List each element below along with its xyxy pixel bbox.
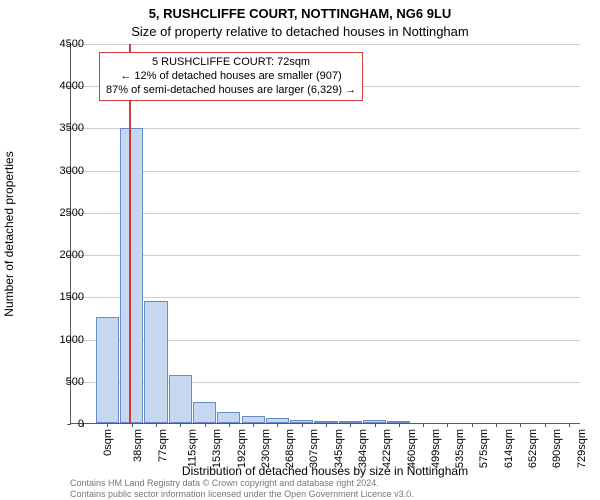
xtick-mark: [520, 423, 521, 427]
xtick-label: 115sqm: [186, 429, 198, 467]
xtick-mark: [423, 423, 424, 427]
chart-title-line1: 5, RUSHCLIFFE COURT, NOTTINGHAM, NG6 9LU: [0, 6, 600, 21]
xtick-mark: [399, 423, 400, 427]
gridline: [71, 171, 580, 172]
ytick-label: 4500: [60, 38, 84, 50]
xtick-mark: [447, 423, 448, 427]
xtick-mark: [496, 423, 497, 427]
bar: [217, 412, 240, 423]
xtick-mark: [375, 423, 376, 427]
gridline: [71, 44, 580, 45]
xtick-label: 384sqm: [357, 429, 369, 468]
xtick-mark: [229, 423, 230, 427]
gridline: [71, 255, 580, 256]
ytick-label: 2500: [60, 207, 84, 219]
x-axis-label: Distribution of detached houses by size …: [70, 464, 580, 478]
xtick-mark: [302, 423, 303, 427]
xtick-label: 77sqm: [157, 429, 169, 462]
xtick-label: 345sqm: [333, 429, 345, 468]
xtick-label: 38sqm: [132, 429, 144, 462]
xtick-mark: [569, 423, 570, 427]
ytick-label: 4000: [60, 80, 84, 92]
y-axis-label: Number of detached properties: [2, 44, 22, 424]
bar: [144, 301, 167, 423]
gridline: [71, 128, 580, 129]
footer-line2: Contains public sector information licen…: [70, 489, 414, 499]
xtick-label: 230sqm: [260, 429, 272, 468]
annotation-line2: ← 12% of detached houses are smaller (90…: [106, 70, 356, 84]
bar: [96, 317, 119, 423]
xtick-label: 422sqm: [381, 429, 393, 468]
xtick-mark: [277, 423, 278, 427]
xtick-mark: [326, 423, 327, 427]
xtick-label: 0sqm: [102, 429, 114, 456]
bar: [193, 402, 216, 423]
ytick-label: 0: [78, 418, 84, 430]
bar: [169, 375, 192, 423]
footer-attribution: Contains HM Land Registry data © Crown c…: [70, 478, 414, 499]
plot-area: 0sqm38sqm77sqm115sqm153sqm192sqm230sqm26…: [70, 44, 580, 424]
xtick-mark: [253, 423, 254, 427]
xtick-mark: [156, 423, 157, 427]
bar: [242, 416, 265, 423]
xtick-label: 729sqm: [576, 429, 588, 468]
ytick-label: 3500: [60, 122, 84, 134]
xtick-mark: [180, 423, 181, 427]
ytick-label: 1500: [60, 291, 84, 303]
xtick-mark: [472, 423, 473, 427]
xtick-label: 652sqm: [527, 429, 539, 468]
gridline: [71, 213, 580, 214]
chart-title-line2: Size of property relative to detached ho…: [0, 24, 600, 39]
xtick-label: 307sqm: [309, 429, 321, 468]
xtick-mark: [205, 423, 206, 427]
footer-line1: Contains HM Land Registry data © Crown c…: [70, 478, 414, 488]
xtick-label: 575sqm: [479, 429, 491, 468]
ytick-label: 2000: [60, 249, 84, 261]
ytick-mark: [67, 424, 71, 425]
xtick-mark: [107, 423, 108, 427]
gridline: [71, 297, 580, 298]
chart-container: 5, RUSHCLIFFE COURT, NOTTINGHAM, NG6 9LU…: [0, 0, 600, 500]
xtick-mark: [350, 423, 351, 427]
xtick-label: 460sqm: [406, 429, 418, 468]
xtick-label: 614sqm: [503, 429, 515, 468]
xtick-label: 192sqm: [236, 429, 248, 468]
annotation-line3: 87% of semi-detached houses are larger (…: [106, 84, 356, 98]
ytick-label: 3000: [60, 165, 84, 177]
annotation-box: 5 RUSHCLIFFE COURT: 72sqm ← 12% of detac…: [99, 52, 363, 101]
xtick-label: 153sqm: [211, 429, 223, 468]
xtick-label: 499sqm: [430, 429, 442, 468]
ytick-label: 1000: [60, 334, 84, 346]
xtick-mark: [545, 423, 546, 427]
xtick-label: 535sqm: [454, 429, 466, 468]
xtick-mark: [132, 423, 133, 427]
bar: [120, 128, 143, 423]
annotation-line1: 5 RUSHCLIFFE COURT: 72sqm: [106, 56, 356, 70]
ytick-label: 500: [66, 376, 84, 388]
xtick-label: 690sqm: [551, 429, 563, 468]
xtick-label: 268sqm: [284, 429, 296, 468]
